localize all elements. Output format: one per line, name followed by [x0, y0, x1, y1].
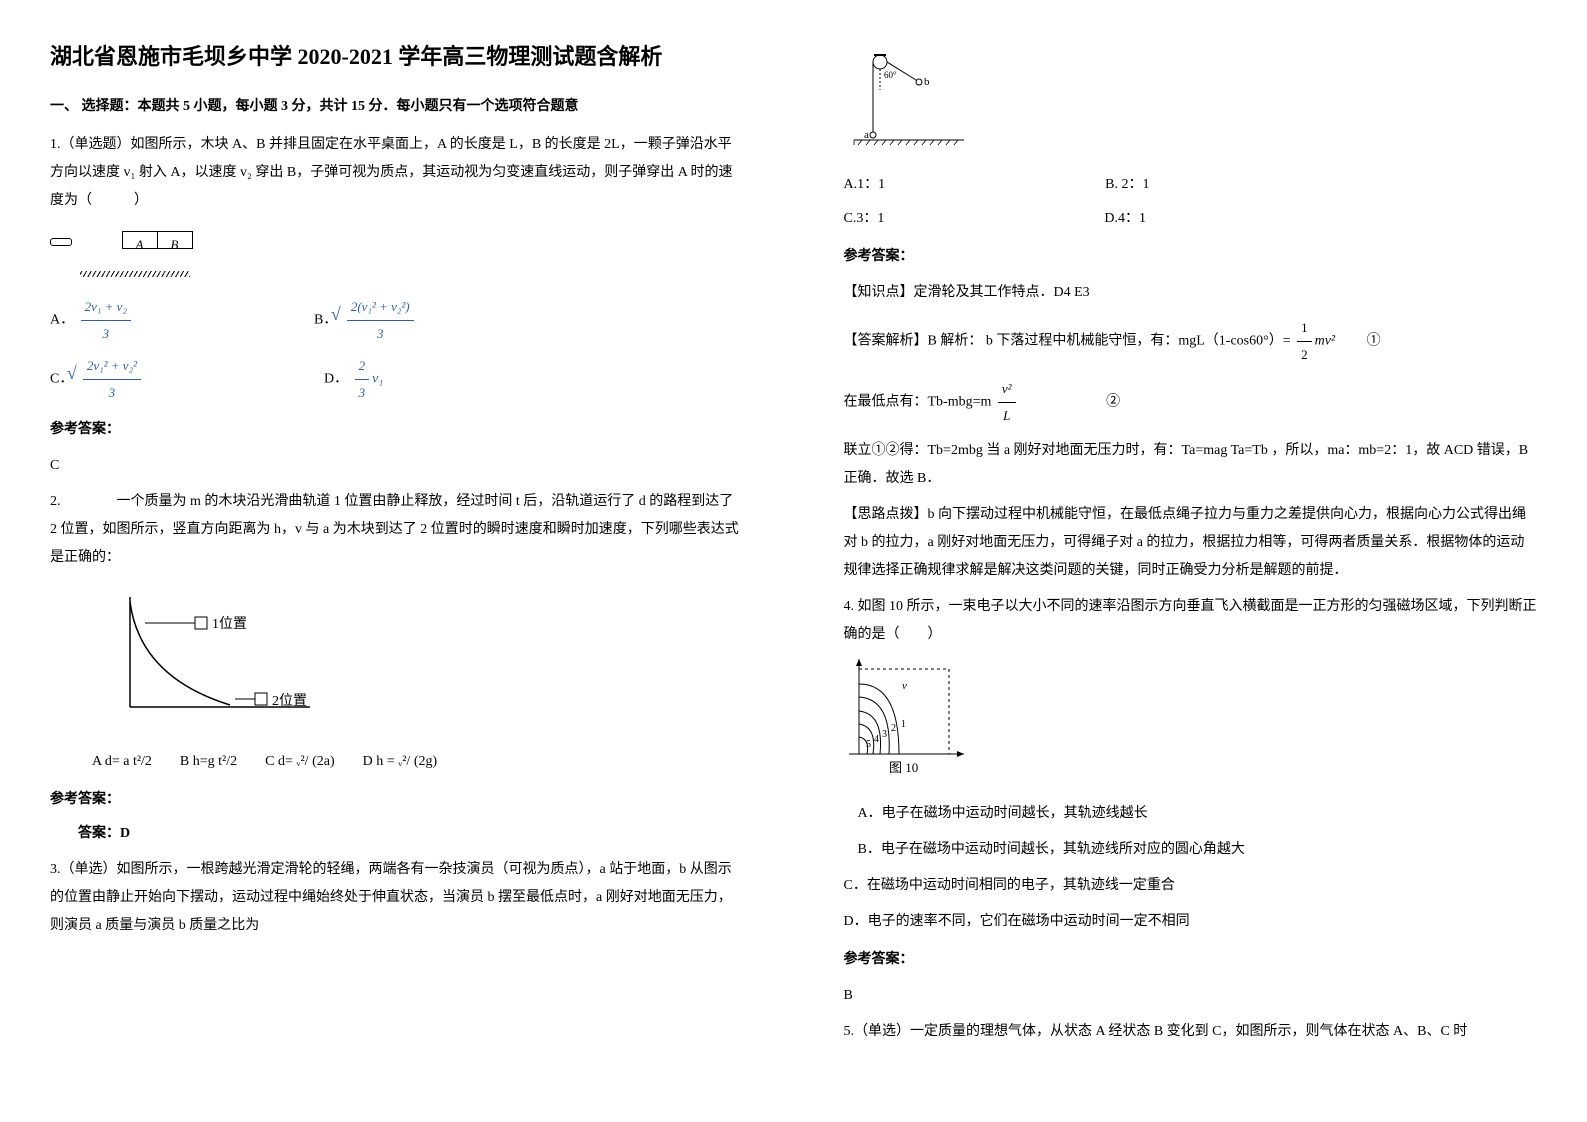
q4-optA: A．电子在磁场中运动时间越长，其轨迹线越长: [844, 800, 1538, 828]
q3-explain3: 联立①②得：Tb=2mbg 当 a 刚好对地面无压力时，有：Ta=mag Ta=…: [844, 437, 1538, 493]
q4-diagram: v 1 2 3 4 5 图 10: [844, 659, 1538, 790]
q1-answer-label: 参考答案：: [50, 416, 744, 444]
magfield-svg: v 1 2 3 4 5 图 10: [844, 659, 974, 779]
q1-stem: 1.（单选题）如图所示，木块 A、B 并排且固定在水平桌面上，A 的长度是 L，…: [50, 131, 744, 215]
svg-text:2位置: 2位置: [272, 693, 307, 709]
box-a: A: [123, 237, 157, 253]
q1-optB: B． 2(v₁² + v₂²)3: [314, 294, 417, 347]
svg-text:5: 5: [866, 739, 871, 750]
svg-text:b: b: [924, 76, 930, 88]
svg-text:v: v: [902, 680, 907, 692]
q2-answer: 答案：D: [50, 820, 744, 848]
svg-text:4: 4: [874, 734, 879, 745]
q3-answer-label: 参考答案：: [844, 243, 1538, 271]
svg-text:图 10: 图 10: [889, 760, 918, 775]
q3-optB: B. 2：1: [1105, 171, 1149, 199]
svg-text:a: a: [864, 129, 869, 141]
q4-answer: B: [844, 982, 1538, 1010]
q2-stem: 2. 一个质量为 m 的木块沿光滑曲轨道 1 位置由静止释放，经过时间 t 后，…: [50, 488, 744, 572]
q1-answer: C: [50, 452, 744, 480]
q3-diagram: a b 60°: [844, 50, 1538, 161]
q3-explain4: 【思路点拨】b 向下摆动过程中机械能守恒，在最低点绳子拉力与重力之差提供向心力，…: [844, 501, 1538, 585]
q4-answer-label: 参考答案：: [844, 946, 1538, 974]
q4-optD: D．电子的速率不同，它们在磁场中运动时间一定不相同: [844, 908, 1538, 936]
svg-text:1: 1: [901, 719, 906, 730]
q1-options-row1: A． 2v₁ + v₂3 B． 2(v₁² + v₂²)3: [50, 294, 744, 347]
q3-options-row1: A.1：1 B. 2：1: [844, 171, 1538, 199]
q2-options: A d= a t²/2 B h=g t²/2 C d= ᵥ²/ (2a) D h…: [50, 748, 744, 776]
q5-stem: 5.（单选）一定质量的理想气体，从状态 A 经状态 B 变化到 C，如图所示，则…: [844, 1018, 1538, 1046]
curve-svg: 1位置 2位置: [110, 587, 330, 727]
q3-explain1: 【答案解析】B 解析： b 下落过程中机械能守恒，有：mgL（1-cos60°）…: [844, 315, 1538, 368]
box-b: B: [158, 237, 192, 253]
svg-text:2: 2: [891, 723, 896, 734]
page-title: 湖北省恩施市毛坝乡中学 2020-2021 学年高三物理测试题含解析: [50, 40, 744, 73]
q3-optD: D.4：1: [1104, 205, 1146, 233]
q3-optC: C.3：1: [844, 205, 885, 233]
q1-optA: A． 2v₁ + v₂3: [50, 294, 134, 347]
pulley-svg: a b 60°: [844, 50, 974, 150]
bullet-icon: [50, 238, 72, 246]
svg-text:60°: 60°: [884, 70, 897, 80]
section-header: 一、 选择题：本题共 5 小题，每小题 3 分，共计 15 分．每小题只有一个选…: [50, 93, 744, 121]
q1-options-row2: C． 2v₁² + v₂²3 D． 23v₁: [50, 353, 744, 406]
svg-text:3: 3: [882, 729, 887, 740]
q3-explain2: 在最低点有：Tb-mbg=m v²L ②: [844, 376, 1538, 429]
q3-options-row2: C.3：1 D.4：1: [844, 205, 1538, 233]
q2-diagram: 1位置 2位置: [110, 587, 744, 738]
q2-answer-label: 参考答案：: [50, 786, 744, 814]
q4-stem: 4. 如图 10 所示，一束电子以大小不同的速率沿图示方向垂直飞入横截面是一正方…: [844, 593, 1538, 649]
q3-knowledge: 【知识点】定滑轮及其工作特点．D4 E3: [844, 279, 1538, 307]
q4-optC: C．在磁场中运动时间相同的电子，其轨迹线一定重合: [844, 872, 1538, 900]
q3-optA: A.1：1: [844, 171, 886, 199]
right-column: a b 60° A.1：1 B. 2：1 C.3：1 D.4：1 参考答案： 【…: [794, 0, 1587, 1122]
q1-diagram: AB: [50, 223, 744, 288]
ground-hatch: [80, 271, 190, 277]
ab-box: AB: [122, 231, 193, 249]
svg-text:1位置: 1位置: [212, 616, 247, 632]
q1-optC: C． 2v₁² + v₂²3: [50, 353, 144, 406]
q4-optB: B．电子在磁场中运动时间越长，其轨迹线所对应的圆心角越大: [844, 836, 1538, 864]
q1-optD: D． 23v₁: [324, 353, 383, 406]
q3-stem: 3.（单选）如图所示，一根跨越光滑定滑轮的轻绳，两端各有一杂技演员（可视为质点）…: [50, 856, 744, 940]
left-column: 湖北省恩施市毛坝乡中学 2020-2021 学年高三物理测试题含解析 一、 选择…: [0, 0, 794, 1122]
